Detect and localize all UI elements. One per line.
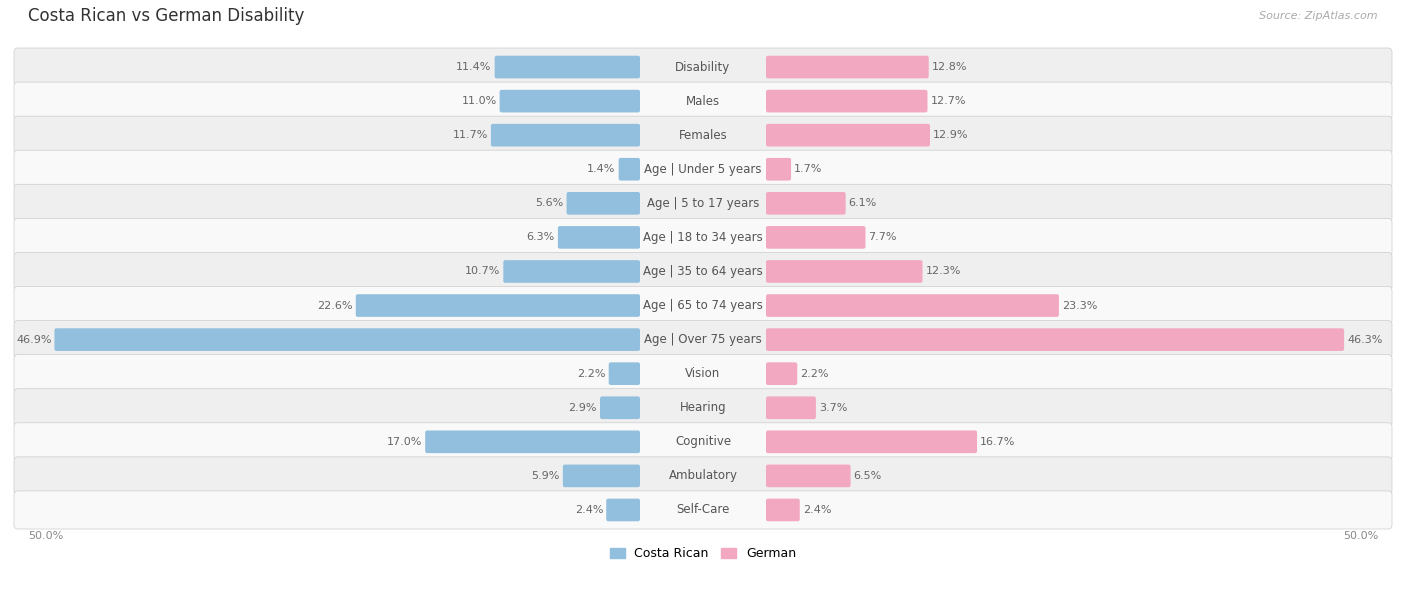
Text: 10.7%: 10.7%: [465, 266, 501, 277]
FancyBboxPatch shape: [55, 328, 640, 351]
FancyBboxPatch shape: [766, 294, 1059, 317]
FancyBboxPatch shape: [14, 184, 1392, 222]
Text: 22.6%: 22.6%: [318, 300, 353, 310]
Text: Ambulatory: Ambulatory: [668, 469, 738, 482]
Text: 50.0%: 50.0%: [28, 531, 63, 541]
FancyBboxPatch shape: [14, 218, 1392, 256]
FancyBboxPatch shape: [619, 158, 640, 181]
FancyBboxPatch shape: [495, 56, 640, 78]
FancyBboxPatch shape: [14, 286, 1392, 324]
Text: 23.3%: 23.3%: [1062, 300, 1097, 310]
FancyBboxPatch shape: [558, 226, 640, 248]
Text: Age | Under 5 years: Age | Under 5 years: [644, 163, 762, 176]
Text: Vision: Vision: [685, 367, 721, 380]
Text: 12.7%: 12.7%: [931, 96, 966, 106]
Text: Females: Females: [679, 129, 727, 142]
FancyBboxPatch shape: [766, 226, 866, 248]
Text: Hearing: Hearing: [679, 401, 727, 414]
FancyBboxPatch shape: [766, 192, 845, 215]
FancyBboxPatch shape: [567, 192, 640, 215]
Text: 11.7%: 11.7%: [453, 130, 488, 140]
Legend: Costa Rican, German: Costa Rican, German: [606, 543, 800, 564]
FancyBboxPatch shape: [14, 423, 1392, 461]
Text: 46.9%: 46.9%: [15, 335, 52, 345]
Text: 17.0%: 17.0%: [387, 437, 422, 447]
Text: 11.0%: 11.0%: [461, 96, 496, 106]
Text: 12.8%: 12.8%: [932, 62, 967, 72]
Text: Age | 18 to 34 years: Age | 18 to 34 years: [643, 231, 763, 244]
FancyBboxPatch shape: [562, 465, 640, 487]
Text: 2.9%: 2.9%: [568, 403, 598, 412]
Text: 2.4%: 2.4%: [803, 505, 831, 515]
FancyBboxPatch shape: [14, 82, 1392, 120]
FancyBboxPatch shape: [14, 48, 1392, 86]
Text: Age | 5 to 17 years: Age | 5 to 17 years: [647, 197, 759, 210]
FancyBboxPatch shape: [14, 491, 1392, 529]
Text: 2.2%: 2.2%: [800, 368, 828, 379]
Text: 12.9%: 12.9%: [934, 130, 969, 140]
Text: 7.7%: 7.7%: [869, 233, 897, 242]
Text: 1.7%: 1.7%: [794, 164, 823, 174]
Text: 6.1%: 6.1%: [849, 198, 877, 208]
FancyBboxPatch shape: [499, 90, 640, 113]
FancyBboxPatch shape: [503, 260, 640, 283]
FancyBboxPatch shape: [766, 397, 815, 419]
Text: 16.7%: 16.7%: [980, 437, 1015, 447]
Text: 3.7%: 3.7%: [818, 403, 848, 412]
Text: 2.2%: 2.2%: [578, 368, 606, 379]
FancyBboxPatch shape: [356, 294, 640, 317]
Text: 46.3%: 46.3%: [1347, 335, 1382, 345]
FancyBboxPatch shape: [14, 389, 1392, 427]
FancyBboxPatch shape: [606, 499, 640, 521]
FancyBboxPatch shape: [766, 90, 928, 113]
Text: Age | 65 to 74 years: Age | 65 to 74 years: [643, 299, 763, 312]
Text: 11.4%: 11.4%: [457, 62, 492, 72]
FancyBboxPatch shape: [766, 158, 792, 181]
FancyBboxPatch shape: [766, 362, 797, 385]
FancyBboxPatch shape: [14, 321, 1392, 359]
Text: Age | Over 75 years: Age | Over 75 years: [644, 333, 762, 346]
Text: Cognitive: Cognitive: [675, 435, 731, 449]
Text: 50.0%: 50.0%: [1343, 531, 1378, 541]
Text: Costa Rican vs German Disability: Costa Rican vs German Disability: [28, 7, 304, 25]
Text: 1.4%: 1.4%: [588, 164, 616, 174]
FancyBboxPatch shape: [425, 430, 640, 453]
FancyBboxPatch shape: [600, 397, 640, 419]
Text: 12.3%: 12.3%: [925, 266, 960, 277]
FancyBboxPatch shape: [766, 124, 929, 146]
Text: 6.3%: 6.3%: [527, 233, 555, 242]
FancyBboxPatch shape: [14, 354, 1392, 393]
Text: Age | 35 to 64 years: Age | 35 to 64 years: [643, 265, 763, 278]
Text: 6.5%: 6.5%: [853, 471, 882, 481]
FancyBboxPatch shape: [14, 116, 1392, 154]
FancyBboxPatch shape: [766, 328, 1344, 351]
Text: 5.9%: 5.9%: [531, 471, 560, 481]
Text: Males: Males: [686, 95, 720, 108]
FancyBboxPatch shape: [766, 260, 922, 283]
FancyBboxPatch shape: [609, 362, 640, 385]
Text: 5.6%: 5.6%: [536, 198, 564, 208]
Text: Disability: Disability: [675, 61, 731, 73]
Text: Source: ZipAtlas.com: Source: ZipAtlas.com: [1260, 11, 1378, 21]
FancyBboxPatch shape: [491, 124, 640, 146]
FancyBboxPatch shape: [14, 457, 1392, 495]
FancyBboxPatch shape: [766, 56, 929, 78]
FancyBboxPatch shape: [14, 252, 1392, 291]
FancyBboxPatch shape: [766, 430, 977, 453]
Text: Self-Care: Self-Care: [676, 504, 730, 517]
FancyBboxPatch shape: [14, 150, 1392, 188]
FancyBboxPatch shape: [766, 499, 800, 521]
Text: 2.4%: 2.4%: [575, 505, 603, 515]
FancyBboxPatch shape: [766, 465, 851, 487]
